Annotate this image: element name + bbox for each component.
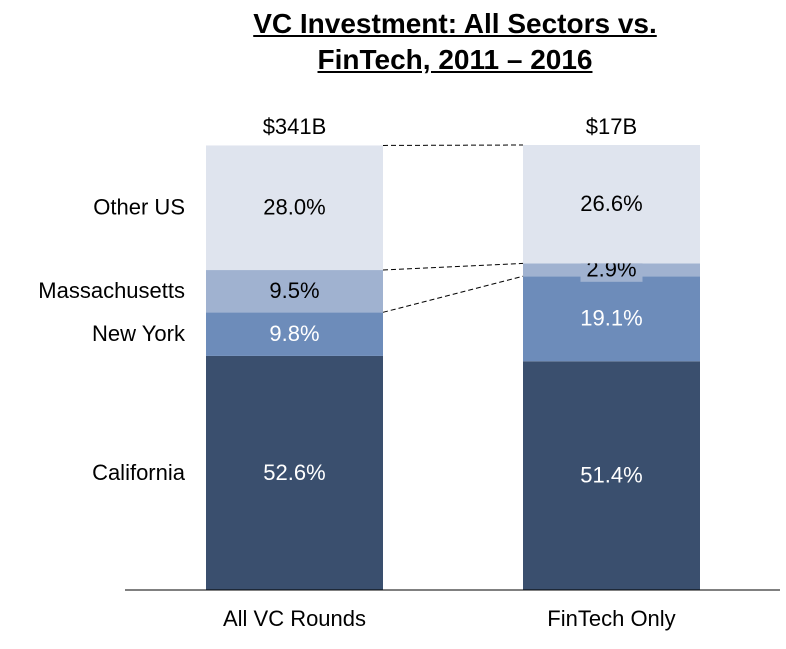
connector	[382, 262, 524, 271]
bar-segment	[523, 276, 700, 362]
data-label: 19.1%	[580, 306, 642, 331]
bar-segment	[206, 270, 383, 313]
total-label: $17B	[586, 114, 637, 139]
bar-segment	[206, 355, 383, 590]
data-label: 26.6%	[580, 191, 642, 216]
bar-segment	[523, 145, 700, 264]
chart-title: VC Investment: All Sectors vs. FinTech, …	[253, 8, 657, 75]
data-label: 28.0%	[263, 195, 325, 220]
x-tick-label: All VC Rounds	[223, 606, 366, 631]
legend-label: Massachusetts	[38, 278, 185, 303]
bar-segment	[523, 361, 700, 590]
data-label: 51.4%	[580, 462, 642, 487]
x-tick-label: FinTech Only	[547, 606, 675, 631]
bar-segment	[206, 312, 383, 356]
legend-label: New York	[92, 321, 186, 346]
data-label: 52.6%	[263, 460, 325, 485]
data-label: 9.5%	[269, 278, 319, 303]
total-label: $341B	[263, 114, 327, 139]
legend-label: Other US	[93, 195, 185, 220]
data-label: 9.8%	[269, 321, 319, 346]
bar-segment	[206, 145, 383, 271]
connector	[382, 275, 524, 313]
legend-label: California	[92, 460, 186, 485]
